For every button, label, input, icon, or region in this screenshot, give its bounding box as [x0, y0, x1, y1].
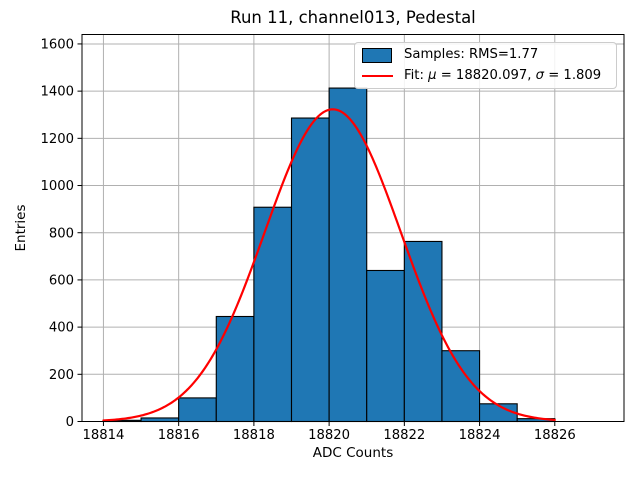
y-tick-label: 1400 — [40, 85, 74, 100]
fit-line-swatch-icon — [362, 74, 393, 77]
x-tick-label: 18816 — [158, 428, 200, 443]
legend-label-fit: Fit: μ = 18820.097, σ = 1.809 — [404, 66, 601, 86]
legend-fit-prefix: Fit: — [404, 67, 429, 83]
y-tick-label: 600 — [49, 274, 74, 289]
y-tick-label: 400 — [49, 321, 74, 336]
histogram-bar — [366, 269, 405, 423]
x-tick-label: 18818 — [233, 428, 275, 443]
histogram-bar — [178, 397, 217, 423]
y-tick-label: 1200 — [40, 132, 74, 147]
legend-sigma-value: = 1.809 — [544, 67, 602, 83]
legend-handle-samples — [362, 47, 393, 63]
legend-box: Samples: RMS=1.77 Fit: μ = 18820.097, σ … — [354, 42, 617, 89]
legend-mu-value: = 18820.097, — [436, 67, 536, 83]
x-tick-label: 18826 — [534, 428, 576, 443]
x-tick-label: 18822 — [383, 428, 425, 443]
y-tick-label: 1000 — [40, 179, 74, 194]
legend-entry-fit: Fit: μ = 18820.097, σ = 1.809 — [362, 66, 609, 86]
histogram-bar — [328, 87, 368, 423]
plot-border — [81, 34, 625, 422]
histogram-bar — [290, 117, 330, 423]
legend-sigma-symbol: σ — [535, 67, 544, 83]
y-tick-label: 800 — [49, 226, 74, 241]
x-tick-label: 18820 — [308, 428, 350, 443]
histogram-bar — [215, 315, 255, 423]
legend-mu-symbol: μ — [428, 67, 437, 83]
legend-label-samples: Samples: RMS=1.77 — [404, 47, 539, 63]
y-tick-label: 0 — [66, 415, 74, 430]
y-tick-label: 1600 — [40, 38, 74, 53]
histogram-bar — [253, 206, 293, 423]
y-axis-label: Entries — [13, 204, 29, 252]
histogram-bar — [140, 417, 180, 423]
histogram-swatch-icon — [362, 47, 392, 63]
x-axis-label: ADC Counts — [312, 445, 394, 461]
plot-title: Run 11, channel013, Pedestal — [230, 8, 476, 27]
legend-entry-samples: Samples: RMS=1.77 — [362, 45, 609, 65]
y-tick-label: 200 — [49, 368, 74, 383]
x-tick-label: 18824 — [459, 428, 501, 443]
histogram-bar — [403, 240, 443, 423]
x-tick-label: 18814 — [82, 428, 124, 443]
fit-curve — [102, 108, 556, 422]
legend-handle-fit — [362, 74, 393, 77]
